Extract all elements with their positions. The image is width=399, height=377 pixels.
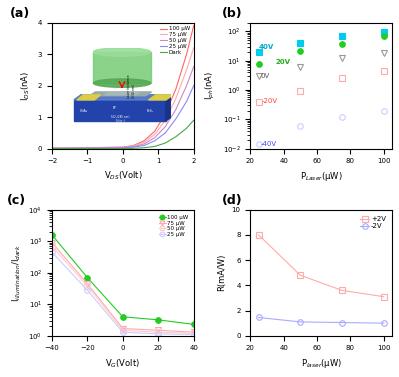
-2V — [298, 320, 303, 324]
Legend: 100 μW, 75 μW, 50 μW, 25 μW: 100 μW, 75 μW, 50 μW, 25 μW — [157, 213, 191, 239]
-2V — [340, 320, 344, 325]
Legend: +2V, -2V: +2V, -2V — [358, 213, 389, 232]
+2V — [340, 288, 344, 293]
Legend: 100 μW, 75 μW, 50 μW, 25 μW, Dark: 100 μW, 75 μW, 50 μW, 25 μW, Dark — [159, 25, 191, 56]
Line: +2V: +2V — [256, 232, 387, 299]
Text: 40V: 40V — [259, 44, 274, 50]
Y-axis label: I$_{ph}$(nA): I$_{ph}$(nA) — [204, 71, 217, 100]
Line: -2V: -2V — [256, 315, 387, 326]
+2V — [256, 233, 261, 237]
Y-axis label: R(mA/W): R(mA/W) — [217, 254, 226, 291]
Text: 20V: 20V — [275, 58, 290, 64]
Y-axis label: I$_{illumination}$/I$_{dark}$: I$_{illumination}$/I$_{dark}$ — [10, 244, 23, 302]
Text: (d): (d) — [222, 194, 243, 207]
+2V — [298, 273, 303, 277]
X-axis label: V$_G$(Volt): V$_G$(Volt) — [105, 357, 140, 369]
-2V — [256, 315, 261, 320]
Y-axis label: I$_{DS}$(nA): I$_{DS}$(nA) — [20, 70, 32, 101]
X-axis label: P$_{laser}$(μW): P$_{laser}$(μW) — [300, 357, 342, 370]
Text: -40V: -40V — [260, 141, 277, 147]
Text: (b): (b) — [222, 7, 243, 20]
Text: 0V: 0V — [260, 74, 270, 80]
+2V — [381, 294, 386, 299]
X-axis label: P$_{Laser}$(μW): P$_{Laser}$(μW) — [300, 170, 343, 183]
Text: (a): (a) — [10, 7, 30, 20]
-2V — [381, 321, 386, 325]
Text: (c): (c) — [6, 194, 26, 207]
X-axis label: V$_{DS}$(Volt): V$_{DS}$(Volt) — [103, 170, 142, 182]
Text: -20V: -20V — [262, 98, 278, 104]
